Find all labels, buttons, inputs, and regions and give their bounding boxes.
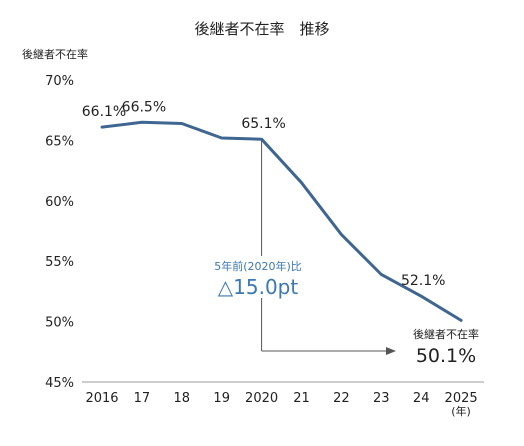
comparison-annotation: 5年前(2020年)比 △15.0pt 後継者不在率 50.1% [214,139,479,367]
y-tick-label: 45% [45,376,74,391]
x-axis-unit: (年) [451,404,471,418]
data-label: 65.1% [241,116,285,132]
x-tick-label: 19 [213,391,230,406]
x-tick-label: 18 [174,391,191,406]
x-tick-label: 17 [134,391,151,406]
series-line [100,120,463,322]
annotation-caption: 5年前(2020年)比 [214,259,302,273]
data-label: 52.1% [401,273,445,289]
x-tick-label: 2016 [85,391,118,406]
x-axis-ticks: 2016 17 18 19 2020 21 22 23 24 2025 [85,391,477,406]
x-tick-label: 2020 [245,391,278,406]
x-tick-label: 24 [413,391,430,406]
x-tick-label: 2025 [445,391,478,406]
data-labels: 66.1%66.5% 65.1% 52.1% [82,99,446,289]
y-axis-ticks: 45% 50% 55% 60% 65% 70% [45,74,74,391]
y-axis-label: 後継者不在率 [22,47,88,61]
x-tick-label: 22 [333,391,350,406]
end-value: 50.1% [416,345,476,367]
y-tick-label: 55% [45,255,74,270]
y-tick-label: 65% [45,134,74,149]
y-tick-label: 50% [45,316,74,331]
x-tick-label: 21 [293,391,310,406]
y-tick-label: 70% [45,74,74,89]
y-tick-label: 60% [45,195,74,210]
x-tick-label: 23 [373,391,390,406]
data-label: 66.1% [82,104,126,120]
data-label: 66.5% [122,99,166,115]
annotation-change: △15.0pt [218,275,299,299]
chart-title: 後継者不在率 推移 [194,20,329,38]
connector-arrowhead [386,347,396,355]
end-label: 後継者不在率 [413,327,479,341]
